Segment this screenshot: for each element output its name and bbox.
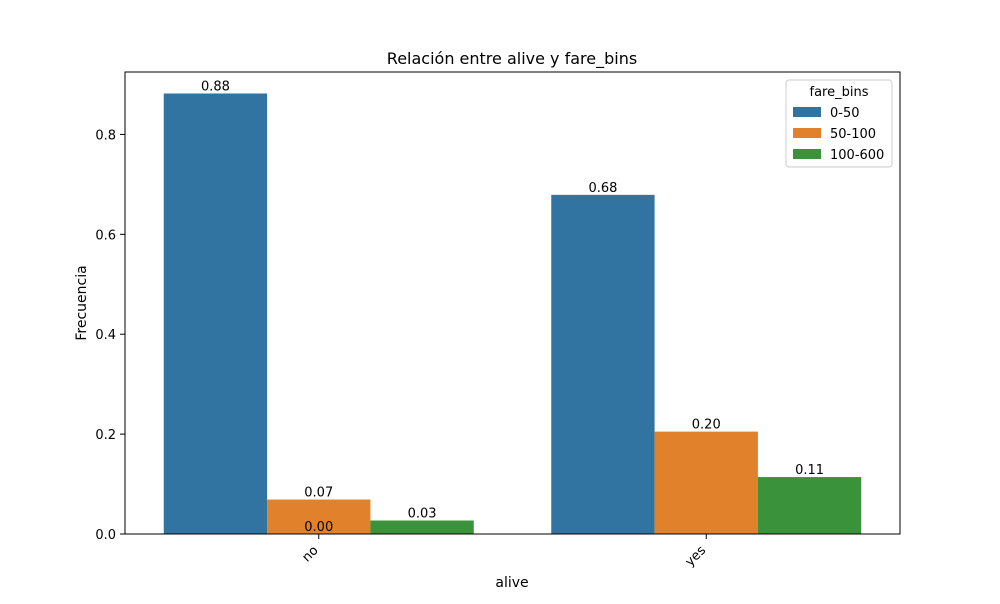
- legend-swatch-50-100: [793, 128, 821, 138]
- data-label-extra: 0.00: [304, 520, 333, 535]
- bar-100-600-yes: [757, 477, 862, 534]
- legend-box: [785, 79, 893, 168]
- data-label-50-100-yes: 0.20: [692, 418, 721, 433]
- legend-entry-100-600: 100-600: [830, 148, 884, 163]
- y-tick-label: 0.8: [95, 128, 116, 143]
- chart-title: Relación entre alive y fare_bins: [387, 49, 637, 69]
- data-label-50-100-no: 0.07: [304, 486, 333, 501]
- bar-50-100-no: [267, 499, 371, 534]
- y-tick-label: 0.4: [95, 328, 116, 343]
- legend-entry-0-50: 0-50: [830, 106, 860, 121]
- legend-entry-50-100: 50-100: [830, 127, 876, 142]
- y-tick-label: 0.6: [95, 228, 116, 243]
- legend-swatch-0-50: [793, 107, 821, 117]
- data-label-0-50-no: 0.88: [201, 79, 230, 94]
- bar-0-50-yes: [551, 194, 655, 535]
- bar-0-50-no: [163, 93, 268, 535]
- y-axis: 0.0 0.2 0.4 0.6 0.8: [95, 128, 125, 543]
- y-tick-label: 0.0: [95, 528, 116, 543]
- data-label-0-50-yes: 0.68: [588, 181, 617, 196]
- legend: fare_bins 0-50 50-100 100-600: [785, 79, 893, 168]
- bar-50-100-yes: [654, 431, 758, 534]
- y-axis-label: Frecuencia: [74, 265, 90, 340]
- axes-frame: [124, 71, 901, 535]
- legend-title: fare_bins: [810, 85, 869, 100]
- x-axis-label: alive: [495, 575, 528, 591]
- data-label-100-600-yes: 0.11: [795, 463, 824, 478]
- bar-100-600-no: [370, 520, 474, 534]
- legend-swatch-100-600: [793, 149, 821, 159]
- data-label-100-600-no: 0.03: [408, 507, 437, 522]
- y-tick-label: 0.2: [95, 428, 116, 443]
